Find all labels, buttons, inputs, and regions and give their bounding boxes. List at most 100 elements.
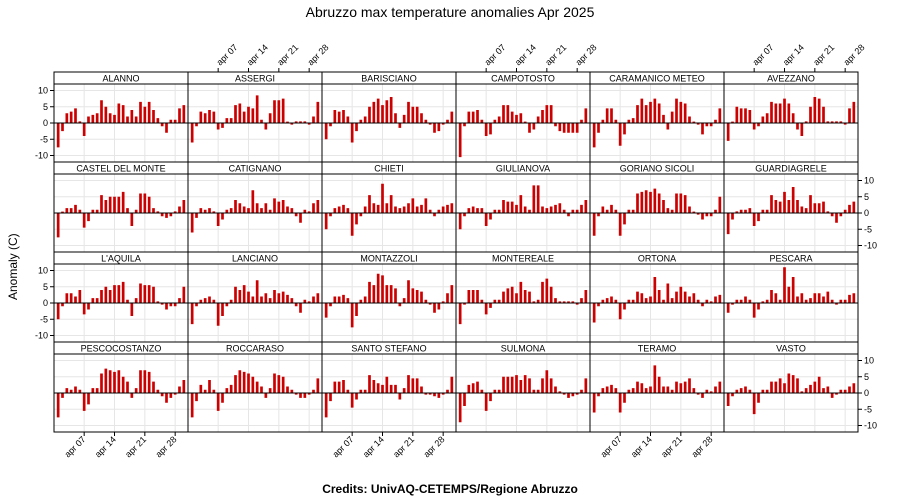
bar bbox=[208, 296, 211, 303]
y-tick-label: -5 bbox=[864, 224, 872, 234]
panel-title: CATIGNANO bbox=[229, 164, 282, 174]
bar bbox=[433, 123, 436, 133]
bar bbox=[506, 105, 510, 123]
panel-alanno: ALANNO -10 -5 0 5 10 bbox=[35, 71, 189, 163]
panel-title: SANTO STEFANO bbox=[351, 344, 426, 354]
bar bbox=[796, 378, 799, 393]
bar bbox=[268, 113, 272, 123]
bar bbox=[631, 299, 635, 303]
bar bbox=[584, 378, 588, 393]
bar bbox=[260, 296, 263, 303]
y-tick-label: 5 bbox=[864, 192, 869, 202]
bar bbox=[649, 101, 652, 123]
bar bbox=[420, 204, 423, 213]
panel-title: ORTONA bbox=[638, 254, 676, 264]
panel-title: CAMPOTOSTO bbox=[491, 74, 555, 84]
bar bbox=[497, 116, 501, 123]
bar bbox=[203, 113, 207, 123]
bar bbox=[744, 296, 747, 303]
bar bbox=[809, 106, 812, 123]
bar bbox=[597, 213, 600, 217]
bar bbox=[554, 298, 557, 303]
bar bbox=[61, 123, 64, 132]
bar bbox=[558, 391, 562, 393]
bar bbox=[541, 378, 544, 393]
bar bbox=[826, 211, 830, 213]
bar bbox=[415, 378, 419, 393]
bar bbox=[411, 198, 415, 213]
bar bbox=[221, 303, 224, 316]
bar bbox=[757, 213, 760, 222]
bar bbox=[813, 381, 817, 393]
bar bbox=[195, 123, 198, 127]
bar bbox=[424, 393, 428, 395]
bar bbox=[783, 191, 786, 213]
bar bbox=[562, 393, 566, 395]
bar bbox=[597, 123, 600, 133]
bar bbox=[381, 183, 384, 213]
bar bbox=[307, 393, 311, 395]
bar bbox=[190, 303, 194, 325]
bar bbox=[333, 296, 337, 303]
bar bbox=[359, 213, 363, 217]
bar bbox=[822, 106, 825, 123]
bar bbox=[303, 121, 307, 123]
bar bbox=[247, 106, 250, 123]
bar bbox=[480, 299, 484, 303]
bar bbox=[178, 206, 181, 213]
bar bbox=[69, 111, 73, 123]
bar bbox=[126, 116, 129, 123]
bar bbox=[791, 277, 795, 303]
bar bbox=[822, 201, 825, 213]
y-tick-label: 0 bbox=[43, 298, 48, 308]
bar bbox=[368, 195, 371, 213]
bar bbox=[752, 303, 756, 318]
bar bbox=[355, 123, 358, 132]
bar bbox=[774, 200, 778, 213]
bar bbox=[381, 384, 384, 393]
bar bbox=[636, 105, 639, 123]
bar bbox=[610, 384, 613, 393]
bar bbox=[519, 195, 523, 213]
panel-chieti: CHIETI bbox=[321, 161, 457, 253]
bar bbox=[126, 208, 129, 213]
bar bbox=[718, 196, 722, 213]
panel-castel-del-monte: CASTEL DEL MONTE bbox=[53, 161, 189, 253]
bar bbox=[286, 121, 289, 123]
bar bbox=[74, 204, 77, 213]
bar bbox=[87, 116, 90, 123]
bar bbox=[342, 380, 345, 393]
bar bbox=[739, 299, 743, 303]
bar bbox=[852, 201, 856, 213]
bar bbox=[592, 393, 596, 413]
bar bbox=[523, 290, 527, 303]
bar bbox=[631, 388, 635, 393]
bar bbox=[234, 286, 237, 303]
bar bbox=[506, 201, 510, 213]
y-tick-label: 5 bbox=[43, 102, 48, 112]
bar bbox=[614, 209, 618, 213]
bar bbox=[714, 209, 717, 213]
bar bbox=[139, 370, 142, 393]
bar bbox=[255, 381, 259, 393]
bar bbox=[95, 298, 99, 303]
bar bbox=[376, 204, 380, 213]
bar bbox=[108, 290, 112, 303]
bar bbox=[476, 290, 479, 303]
panel-pescocostanzo: PESCOCOSTANZO apr 07 apr 14 apr 21 apr 28 bbox=[53, 341, 189, 459]
x-tick-label: apr 14 bbox=[629, 434, 654, 459]
bar bbox=[744, 108, 747, 123]
bar bbox=[212, 111, 216, 123]
bar bbox=[113, 114, 116, 123]
bar bbox=[69, 208, 73, 213]
bar bbox=[653, 277, 657, 303]
bar bbox=[809, 195, 812, 213]
bar bbox=[294, 121, 298, 123]
x-tick-label: apr 07 bbox=[751, 42, 776, 67]
panel-avezzano: AVEZZANO apr 07 apr 14 apr 21 apr 28 bbox=[723, 42, 867, 163]
bar bbox=[402, 114, 406, 123]
bar bbox=[273, 290, 276, 303]
bar bbox=[463, 123, 466, 127]
bar bbox=[286, 206, 289, 213]
bar bbox=[580, 298, 583, 303]
